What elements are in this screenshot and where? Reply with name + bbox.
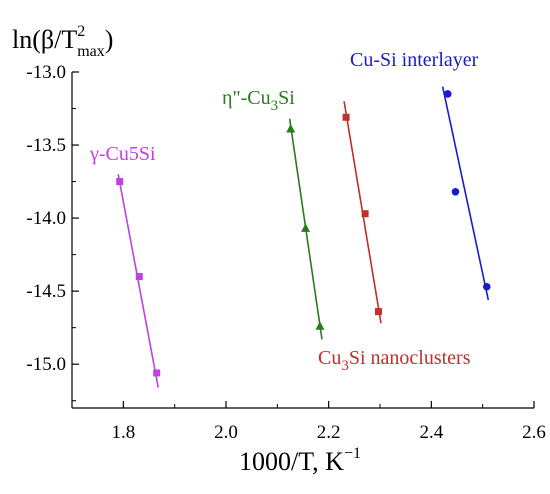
labels: ln(β/T2 max) 1000/T, K−1 γ-Cu5Si η"-Cu3Si Cu3… xyxy=(12,23,479,476)
series-0 xyxy=(116,174,161,388)
data-point xyxy=(361,210,369,218)
y-tick-label: -14.0 xyxy=(26,208,66,229)
fit-line xyxy=(441,86,490,301)
data-point xyxy=(451,187,460,196)
data-point xyxy=(315,321,325,330)
data-marks xyxy=(116,86,491,388)
y-tick-label: -13.0 xyxy=(26,62,66,83)
data-point xyxy=(482,282,491,291)
data-point xyxy=(153,369,161,377)
x-tick-label: 2.0 xyxy=(214,422,238,443)
x-tick-label: 2.4 xyxy=(419,422,443,443)
x-tick-label: 2.2 xyxy=(317,422,341,443)
series-label: Cu-Si interlayer xyxy=(350,49,479,71)
data-point xyxy=(135,273,143,281)
series-1 xyxy=(286,118,325,340)
x-axis-label: 1000/T, K−1 xyxy=(239,445,361,476)
y-axis-label: ln(β/T2 max) xyxy=(12,23,113,60)
axes: 1.8 2.0 2.2 2.4 2.6 -13.0 -13.5 -14.0 -14.5 -15.0 xyxy=(26,62,545,443)
y-tick-label: -13.5 xyxy=(26,135,66,156)
data-point xyxy=(286,123,296,133)
series-3 xyxy=(441,86,491,301)
data-point xyxy=(443,90,452,98)
data-point xyxy=(301,223,311,232)
series-label: Cu3Si nanoclusters xyxy=(318,347,471,374)
series-label: γ-Cu5Si xyxy=(89,143,156,165)
x-tick-label: 2.6 xyxy=(522,422,546,443)
data-point xyxy=(116,178,124,186)
y-tick-label: -15.0 xyxy=(26,354,66,375)
fit-line xyxy=(117,174,160,388)
x-tick-label: 1.8 xyxy=(111,422,135,443)
y-tick-label: -14.5 xyxy=(26,281,66,302)
series-2 xyxy=(342,101,382,324)
series-label: η"-Cu3Si xyxy=(222,87,295,114)
data-point xyxy=(374,308,382,316)
data-point xyxy=(342,113,350,121)
